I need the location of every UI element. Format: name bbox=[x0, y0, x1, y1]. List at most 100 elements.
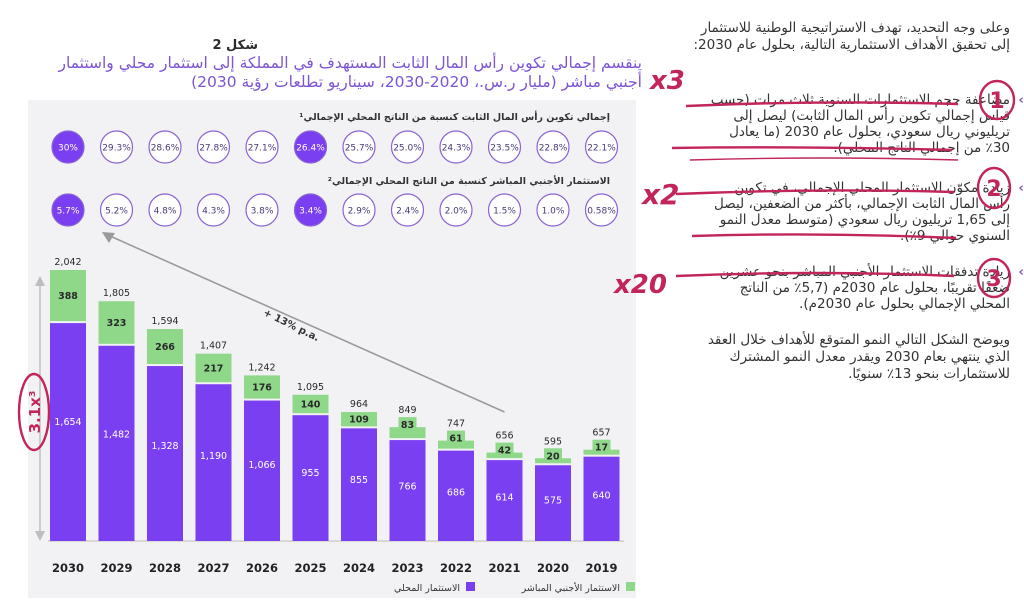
x-tick-label: 2030 bbox=[52, 561, 84, 575]
fdi-data-label: 61 bbox=[449, 434, 462, 445]
gfcf-share-value: 28.6% bbox=[151, 144, 180, 154]
x-tick-label: 2027 bbox=[197, 561, 229, 575]
legend-swatch-fdi bbox=[626, 582, 635, 591]
fdi-data-label: 17 bbox=[595, 443, 608, 454]
domestic-data-label: 1,190 bbox=[200, 451, 227, 462]
fdi-data-label: 83 bbox=[401, 420, 414, 431]
chart-panel: شكل 2 ينقسم إجمالي تكوين رأس المال الثاب… bbox=[28, 38, 642, 598]
total-data-label: 964 bbox=[350, 399, 368, 410]
domestic-data-label: 1,328 bbox=[151, 441, 178, 452]
domestic-data-label: 686 bbox=[447, 487, 465, 498]
gfcf-share-label: إجمالي تكوين رأس المال الثابت كنسبة من ا… bbox=[299, 112, 610, 123]
gfcf-share-value: 29.3% bbox=[102, 144, 131, 154]
total-data-label: 1,594 bbox=[151, 316, 178, 327]
domestic-data-label: 766 bbox=[398, 482, 416, 493]
gfcf-share-circle bbox=[293, 130, 328, 164]
x-tick-label: 2019 bbox=[585, 561, 617, 575]
fdi-share-value: 2.9% bbox=[348, 207, 371, 217]
fdi-share-label: الاستثمار الأجنبي المباشر كنسبة من النات… bbox=[327, 176, 610, 187]
chevron-icon: › bbox=[1018, 264, 1024, 280]
fdi-data-label: 323 bbox=[107, 318, 127, 329]
gfcf-share-circle bbox=[439, 130, 473, 164]
domestic-data-label: 575 bbox=[544, 495, 562, 506]
stacked-bar-chart: 30% 29.3% 28.6% 27.8% 27.1% 26.4% 25.7% 25.0% 24… bbox=[35, 130, 635, 594]
domestic-data-label: 855 bbox=[350, 475, 368, 486]
fdi-share-circle bbox=[293, 193, 328, 227]
total-data-label: 595 bbox=[544, 436, 562, 447]
fdi-share-circle bbox=[51, 193, 85, 227]
x-tick-label: 2028 bbox=[149, 561, 181, 575]
gfcf-share-value: 26.4% bbox=[296, 144, 325, 154]
x-tick-label: 2025 bbox=[294, 561, 326, 575]
figure-title: ينقسم إجمالي تكوين رأس المال الثابت المس… bbox=[30, 54, 642, 92]
growth-arrow-line bbox=[109, 235, 505, 413]
chevron-icon: › bbox=[1018, 92, 1024, 108]
gfcf-share-circle bbox=[536, 130, 570, 164]
bar-domestic bbox=[98, 345, 135, 541]
bar-fdi bbox=[50, 270, 86, 322]
gfcf-share-circle bbox=[51, 130, 85, 164]
x-tick-label: 2026 bbox=[246, 561, 278, 575]
fdi-share-value: 2.4% bbox=[396, 207, 419, 217]
bullet-3: › زيادة تدفقات الاستثمار الأجنبي المباشر… bbox=[710, 264, 1024, 312]
total-data-label: 1,242 bbox=[248, 362, 275, 373]
legend-label-domestic: الاستثمار المحلي bbox=[394, 583, 460, 594]
domestic-data-label: 640 bbox=[592, 491, 610, 502]
gfcf-share-circle bbox=[196, 130, 231, 164]
fdi-share-value: 3.8% bbox=[251, 207, 274, 217]
gfcf-share-circle bbox=[148, 130, 182, 164]
fdi-share-circle bbox=[439, 193, 473, 227]
bar-fdi bbox=[98, 301, 135, 344]
gfcf-share-circle bbox=[99, 130, 134, 164]
fdi-label-box bbox=[398, 417, 417, 432]
gfcf-share-value: 27.8% bbox=[199, 144, 228, 154]
gfcf-share-circle bbox=[245, 130, 279, 164]
multiple-arrow-head-bottom bbox=[35, 531, 45, 541]
gfcf-share-value: 22.8% bbox=[539, 144, 568, 154]
bar-domestic bbox=[341, 428, 377, 541]
bar-fdi bbox=[341, 412, 377, 427]
gfcf-share-value: 25.0% bbox=[393, 144, 422, 154]
fdi-label-box bbox=[447, 430, 465, 445]
x-tick-label: 2021 bbox=[488, 561, 520, 575]
bullet-2: › زيادة مكوّن الاستثمار المحلي الإجمالي،… bbox=[710, 180, 1024, 244]
handwritten-x2: x2 bbox=[642, 178, 680, 211]
bar-fdi bbox=[195, 353, 232, 383]
fdi-data-label: 140 bbox=[301, 399, 321, 410]
bar-domestic bbox=[389, 440, 426, 541]
domestic-data-label: 1,654 bbox=[54, 417, 81, 428]
gfcf-share-value: 23.5% bbox=[490, 144, 519, 154]
fdi-share-value: 5.2% bbox=[105, 207, 128, 217]
bar-domestic bbox=[147, 366, 183, 541]
bar-fdi bbox=[438, 440, 474, 449]
bar-fdi bbox=[244, 375, 280, 399]
domestic-data-label: 955 bbox=[301, 468, 319, 479]
gfcf-share-circle bbox=[487, 130, 522, 164]
fdi-data-label: 42 bbox=[498, 446, 511, 457]
fdi-share-value: 4.3% bbox=[202, 207, 225, 217]
bar-domestic bbox=[195, 384, 232, 541]
bullet-1: › مضاعفة حجم الاستثمارات السنوية ثلاث مر… bbox=[710, 92, 1024, 156]
bar-domestic bbox=[535, 465, 571, 541]
fdi-label-box bbox=[592, 439, 611, 454]
total-data-label: 656 bbox=[495, 431, 513, 442]
legend-swatch-domestic bbox=[466, 582, 475, 591]
bar-domestic bbox=[244, 400, 280, 541]
gfcf-share-value: 25.7% bbox=[345, 144, 374, 154]
fdi-share-value: 4.8% bbox=[154, 207, 177, 217]
bar-domestic bbox=[486, 460, 523, 541]
figure-title-line2: أجنبي مباشر (مليار ر.س.، 2020-2030، سينا… bbox=[191, 73, 642, 91]
bar-domestic bbox=[583, 456, 620, 541]
bullet-3-text: زيادة تدفقات الاستثمار الأجنبي المباشر ب… bbox=[719, 264, 1010, 312]
x-tick-label: 2022 bbox=[440, 561, 472, 575]
bullet-1-text: مضاعفة حجم الاستثمارات السنوية ثلاث مرات… bbox=[710, 92, 1010, 156]
total-data-label: 747 bbox=[447, 419, 465, 430]
legend-label-fdi: الاستثمار الأجنبي المباشر bbox=[521, 582, 620, 594]
total-data-label: 849 bbox=[398, 405, 416, 416]
text-panel: وعلى وجه التحديد، تهدف الاستراتيجية الوط… bbox=[664, 12, 1024, 608]
domestic-data-label: 614 bbox=[495, 493, 513, 504]
domestic-data-label: 1,066 bbox=[248, 460, 275, 471]
fdi-data-label: 266 bbox=[155, 342, 175, 353]
total-data-label: 657 bbox=[592, 428, 610, 439]
total-data-label: 1,407 bbox=[200, 341, 227, 352]
